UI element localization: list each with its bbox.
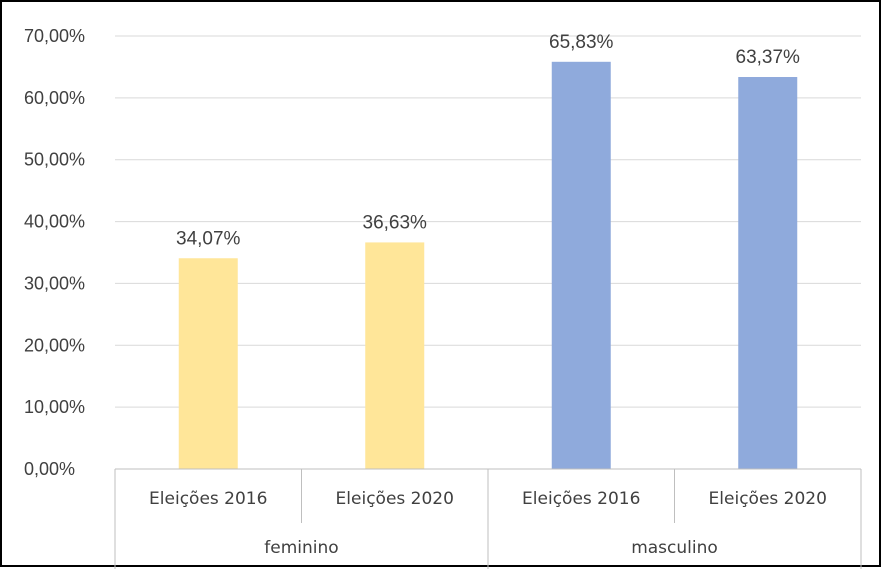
- y-tick-label: 20,00%: [24, 335, 85, 355]
- x-category-label: Eleições 2016: [522, 489, 640, 509]
- bars: [178, 61, 798, 469]
- y-tick-label: 40,00%: [24, 212, 85, 232]
- data-label: 63,37%: [736, 47, 801, 68]
- x-category-label: Eleições 2020: [709, 489, 827, 509]
- y-tick-label: 50,00%: [24, 150, 85, 170]
- gridlines: [115, 35, 861, 408]
- data-label: 65,83%: [549, 32, 614, 53]
- y-tick-label: 60,00%: [24, 88, 85, 108]
- y-tick-label: 10,00%: [24, 397, 85, 417]
- y-tick-label: 30,00%: [24, 273, 85, 293]
- bar: [178, 258, 238, 469]
- data-labels: 34,07% 36,63% 65,83% 63,37%: [176, 32, 800, 249]
- data-label: 36,63%: [363, 212, 428, 233]
- y-tick-label: 70,00%: [24, 26, 85, 46]
- bar: [738, 77, 798, 469]
- y-tick-label: 0,00%: [24, 459, 75, 479]
- x-axis: Eleições 2016 Eleições 2020 feminino Eleiçõ…: [114, 468, 862, 569]
- x-category-label: Eleições 2020: [336, 489, 454, 509]
- data-label: 34,07%: [176, 228, 241, 249]
- x-group-label: masculino: [631, 538, 718, 558]
- x-category-label: Eleições 2016: [149, 489, 267, 509]
- y-axis: 0,00% 10,00% 20,00% 30,00% 40,00% 50,00% 60,00…: [24, 26, 85, 479]
- x-group-label: feminino: [264, 538, 338, 558]
- bar: [551, 61, 611, 469]
- bar: [365, 242, 425, 469]
